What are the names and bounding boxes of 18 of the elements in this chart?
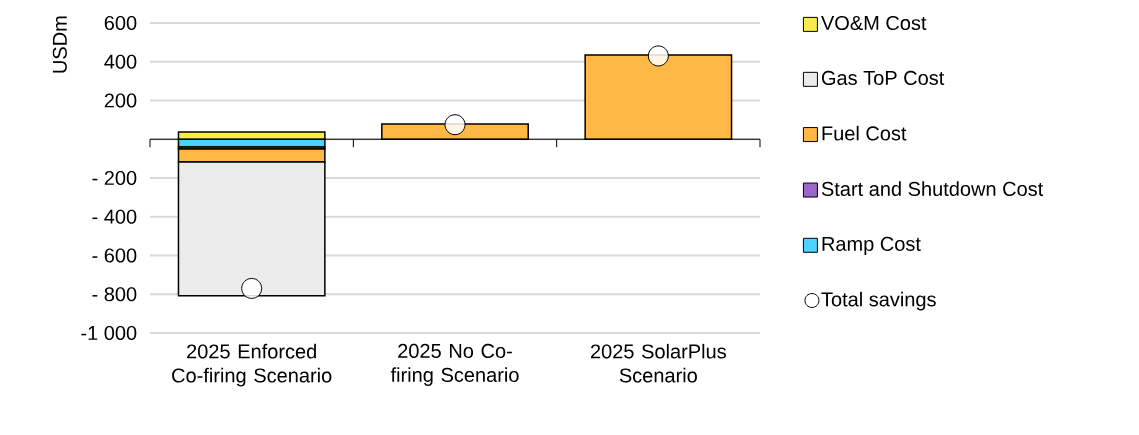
legend-label: Fuel Cost: [822, 125, 907, 141]
y-tick-label: - 600: [92, 248, 137, 263]
legend-label: Total savings: [821, 291, 936, 311]
y-tick-label: 600: [104, 15, 137, 31]
x-tick-label: 2025 Enforced Co-firing Scenario: [172, 343, 332, 387]
x-tick-label: 2025 No Co-firing Scenario: [390, 343, 519, 386]
y-tick-label: 200: [104, 93, 137, 108]
legend-label: Ramp Cost: [822, 236, 921, 255]
legend-label: Gas ToP Cost: [821, 70, 945, 86]
y-tick-label: - 400: [92, 209, 137, 224]
y-tick-label: - 800: [92, 287, 137, 302]
y-tick-label: - 200: [92, 170, 137, 186]
y-tick-label: 400: [104, 54, 137, 69]
legend-label: Start and Shutdown Cost: [821, 181, 1044, 196]
y-tick-label: -1 000: [81, 325, 137, 341]
legend-label: VO&M Cost: [821, 15, 927, 31]
x-tick-label: 2025 SolarPlus Scenario: [590, 343, 726, 383]
y-axis-title: USDm: [52, 16, 67, 73]
